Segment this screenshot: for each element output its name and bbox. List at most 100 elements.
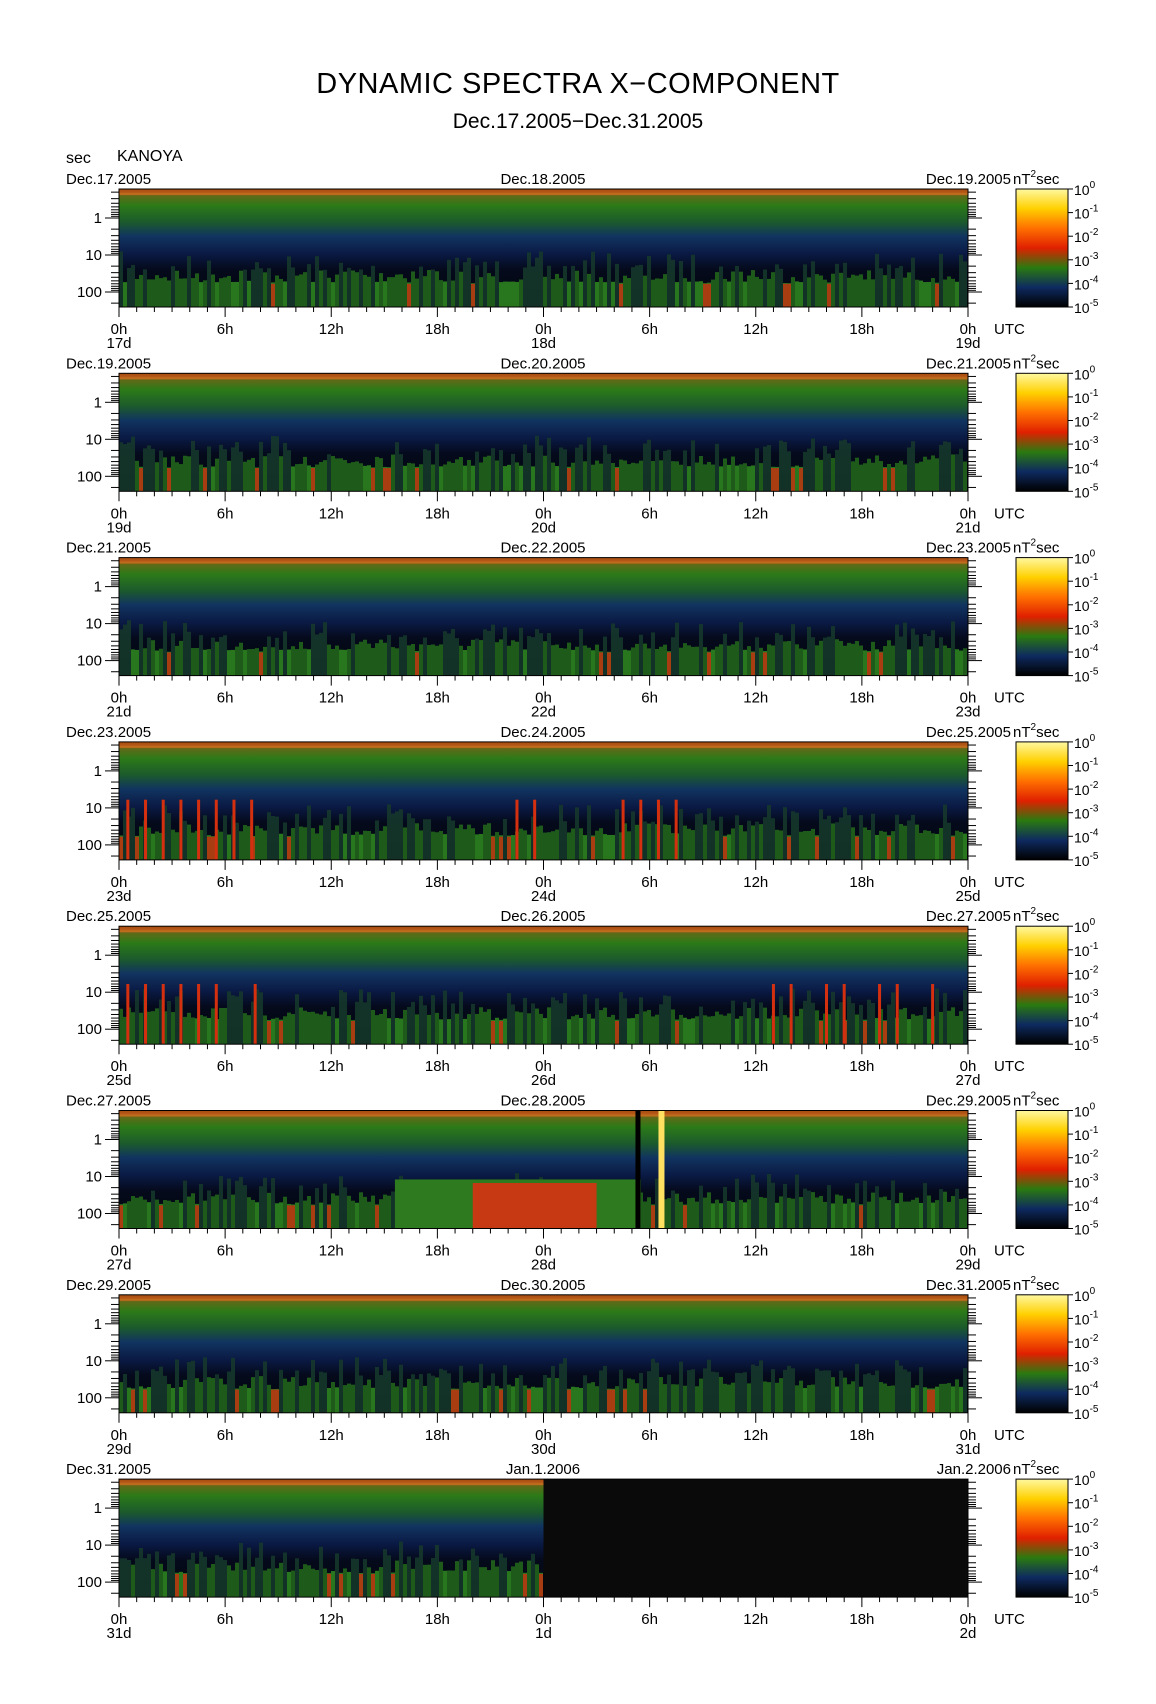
colorbar-unit: nT2sec [1013, 169, 1060, 188]
panel-date-right: Dec.23.2005 [926, 540, 1011, 557]
colorbar [1015, 925, 1069, 1045]
y-tick-label: 1 [94, 394, 102, 411]
colorbar-tick-label: 10-3 [1074, 251, 1099, 269]
x-tick-label: 0h [960, 1058, 977, 1075]
panel-date-left: Dec.27.2005 [66, 1093, 151, 1110]
day-label: 25d [106, 1072, 131, 1089]
colorbar [1015, 1294, 1069, 1414]
spectrogram-pulses [126, 983, 935, 1045]
panel-date-left: Dec.21.2005 [66, 540, 151, 557]
day-label: 21d [106, 704, 131, 721]
spectrogram-top-band [119, 193, 968, 195]
x-axis-ticks [118, 1597, 969, 1608]
panel-date-right: Dec.21.2005 [926, 355, 1011, 372]
colorbar-tick-label: 10-4 [1074, 1196, 1099, 1214]
spectrogram-panel: Dec.25.2005 Dec.26.2005 Dec.27.2005 1 10 100 0… [66, 906, 1099, 1089]
x-axis-unit: UTC [994, 1058, 1025, 1075]
day-label: 2d [960, 1625, 977, 1642]
x-tick-label: 0h [111, 505, 128, 522]
colorbar-tick-label: 10-2 [1074, 596, 1099, 614]
y-tick-label: 10 [85, 1537, 102, 1554]
day-label: 19d [106, 519, 131, 536]
x-tick-label: 0h [960, 1611, 977, 1628]
x-tick-label: 6h [217, 874, 234, 891]
x-tick-label: 12h [743, 1611, 768, 1628]
x-axis-unit: UTC [994, 505, 1025, 522]
colorbar-tick-label: 10-5 [1074, 1035, 1099, 1053]
day-label: 23d [955, 704, 980, 721]
day-label: 22d [531, 704, 556, 721]
y-tick-label: 100 [77, 1574, 102, 1591]
x-tick-label: 12h [743, 1058, 768, 1075]
x-axis-unit: UTC [994, 1243, 1025, 1260]
y-axis-ticks [105, 1297, 982, 1410]
colorbar-tick-label: 10-3 [1074, 1357, 1099, 1375]
colorbar-tick-label: 10-2 [1074, 227, 1099, 245]
spectrogram-activity [119, 620, 967, 676]
colorbar-unit: nT2sec [1013, 353, 1060, 372]
y-tick-label: 1 [94, 579, 102, 596]
colorbar-tick-label: 10-1 [1074, 1494, 1099, 1512]
y-axis-ticks [105, 1113, 982, 1226]
y-axis-ticks [105, 928, 982, 1041]
y-tick-label: 1 [94, 1316, 102, 1333]
x-tick-label: 0h [960, 874, 977, 891]
colorbar-tick-label: 100 [1074, 1470, 1096, 1488]
colorbar-tick-label: 10-4 [1074, 827, 1099, 845]
x-tick-label: 6h [641, 1611, 658, 1628]
x-tick-label: 6h [641, 690, 658, 707]
colorbar [1015, 741, 1069, 861]
x-tick-label: 18h [425, 1243, 450, 1260]
colorbar-tick-label: 10-3 [1074, 1172, 1099, 1190]
colorbar-tick-label: 10-1 [1074, 204, 1099, 222]
panel-date-mid: Dec.30.2005 [500, 1277, 585, 1294]
colorbar-tick-label: 10-2 [1074, 1149, 1099, 1167]
y-tick-label: 1 [94, 210, 102, 227]
colorbar-tick-label: 10-5 [1074, 298, 1099, 316]
x-tick-label: 18h [425, 321, 450, 338]
x-tick-label: 12h [743, 321, 768, 338]
y-axis-ticks [105, 744, 982, 857]
colorbar-tick-label: 10-4 [1074, 643, 1099, 661]
y-tick-label: 10 [85, 1353, 102, 1370]
day-label: 18d [531, 335, 556, 352]
y-tick-label: 100 [77, 468, 102, 485]
x-tick-label: 6h [641, 1243, 658, 1260]
x-tick-label: 12h [319, 690, 344, 707]
x-tick-label: 0h [111, 1058, 128, 1075]
panel-date-right: Dec.31.2005 [926, 1277, 1011, 1294]
y-tick-label: 100 [77, 653, 102, 670]
colorbar-tick-label: 10-4 [1074, 1380, 1099, 1398]
x-axis-ticks [118, 1228, 969, 1239]
x-tick-label: 0h [111, 874, 128, 891]
y-tick-label: 100 [77, 1390, 102, 1407]
colorbar-tick-label: 10-3 [1074, 435, 1099, 453]
x-tick-label: 0h [960, 1427, 977, 1444]
y-tick-label: 100 [77, 284, 102, 301]
x-tick-label: 6h [641, 505, 658, 522]
day-label: 23d [106, 888, 131, 905]
colorbar-tick-label: 10-1 [1074, 572, 1099, 590]
panel-date-mid: Dec.22.2005 [500, 540, 585, 557]
x-tick-label: 0h [535, 1243, 552, 1260]
x-tick-label: 12h [319, 874, 344, 891]
x-tick-label: 0h [535, 1611, 552, 1628]
x-tick-label: 18h [849, 321, 874, 338]
x-tick-label: 18h [849, 874, 874, 891]
colorbar-tick-label: 10-4 [1074, 1012, 1099, 1030]
panel-date-right: Jan.2.2006 [937, 1461, 1011, 1478]
panel-date-mid: Dec.20.2005 [500, 355, 585, 372]
y-axis-ticks [105, 375, 982, 488]
x-tick-label: 0h [535, 321, 552, 338]
day-label: 26d [531, 1072, 556, 1089]
colorbar-tick-label: 10-5 [1074, 1588, 1099, 1606]
x-tick-label: 18h [425, 505, 450, 522]
panel-date-mid: Dec.24.2005 [500, 724, 585, 741]
x-tick-label: 18h [425, 1058, 450, 1075]
day-label: 25d [955, 888, 980, 905]
x-tick-label: 6h [641, 874, 658, 891]
colorbar [1015, 372, 1069, 492]
y-tick-label: 10 [85, 1169, 102, 1186]
x-axis-unit: UTC [994, 1427, 1025, 1444]
